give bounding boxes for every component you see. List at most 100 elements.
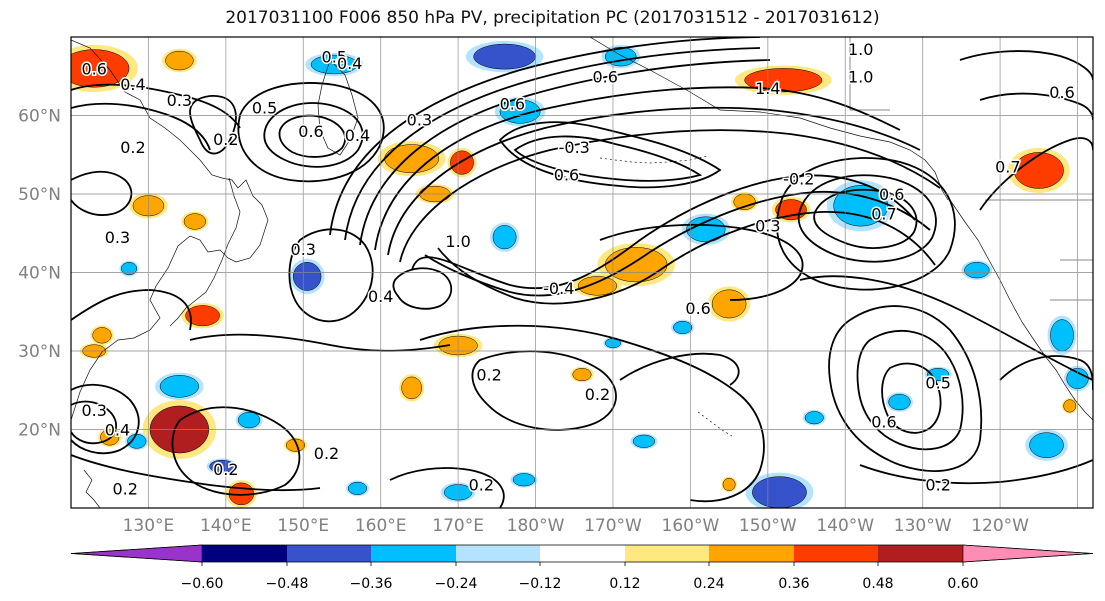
- pv-contour: [959, 50, 1093, 81]
- precip-core: [92, 327, 112, 344]
- contour-label: 0.6: [554, 165, 579, 184]
- precip-negative-region: [345, 480, 370, 497]
- precip-negative-region: [206, 458, 238, 475]
- colorbar-tick-label: −0.36: [350, 576, 393, 592]
- latitude-label: 20°N: [18, 421, 61, 441]
- precip-core: [71, 49, 130, 88]
- pv-contour: [71, 400, 117, 445]
- precipitation-shading: [71, 40, 1092, 508]
- precip-positive-region: [90, 325, 114, 346]
- precip-positive-region: [377, 141, 446, 177]
- contour-label: -0.4: [543, 279, 574, 298]
- contour-label: 0.4: [337, 54, 362, 73]
- precip-core: [632, 434, 656, 448]
- pv-contour: [387, 106, 921, 256]
- pv-contour: [71, 454, 321, 492]
- pv-contour: [881, 362, 942, 434]
- precip-positive-region: [181, 302, 224, 329]
- colorbar-tick-label: −0.48: [266, 576, 309, 592]
- latitude-label: 30°N: [18, 342, 61, 362]
- precip-core: [744, 68, 823, 93]
- colorbar-swatch: [371, 545, 456, 562]
- contour-label: 0.6: [1049, 83, 1074, 102]
- contour-label: 0.2: [476, 366, 501, 385]
- precip-positive-region: [721, 476, 737, 493]
- contour-label: 0.3: [82, 401, 107, 420]
- longitude-label: 170°W: [584, 516, 642, 536]
- pv-contour: [392, 267, 453, 310]
- colorbar-tick-label: 0.24: [693, 576, 724, 592]
- precip-core: [121, 262, 138, 276]
- colorbar: −0.60 −0.48 −0.36 −0.24 −0.12 0.12 0.24 0.36 0.4…: [70, 544, 1094, 592]
- pv-contour: [237, 82, 385, 183]
- colorbar-swatch: [794, 545, 878, 562]
- colorbar-swatch: [540, 545, 625, 562]
- precip-core: [127, 433, 147, 449]
- precip-core: [183, 213, 206, 230]
- pv-contour: [71, 102, 211, 151]
- precip-core: [499, 99, 541, 124]
- contour-label: 0.4: [105, 421, 130, 440]
- contour-label: 1.0: [445, 232, 470, 251]
- pv-contour: [828, 305, 983, 472]
- japan-coastline: [169, 177, 241, 327]
- contour-label: 1.0: [848, 67, 873, 86]
- precip-negative-region: [125, 432, 149, 451]
- precip-core: [209, 459, 235, 473]
- precip-core: [577, 276, 618, 296]
- border-lines: [849, 37, 1093, 301]
- longitude-label: 140°E: [200, 516, 252, 536]
- graticule: [71, 37, 1093, 508]
- contour-label: 0.2: [585, 385, 610, 404]
- north-america-coastline: [949, 199, 1093, 421]
- latitude-label: 40°N: [18, 264, 61, 284]
- precip-positive-region: [570, 366, 594, 383]
- contour-label: 0.3: [105, 228, 130, 247]
- contour-label: 0.5: [322, 48, 347, 67]
- precip-negative-region: [1047, 315, 1077, 355]
- longitude-label: 170°E: [432, 516, 484, 536]
- pv-contour: [411, 174, 916, 290]
- precip-core: [1029, 432, 1064, 459]
- pv-contour: [374, 86, 901, 251]
- longitude-label: 160°E: [355, 516, 407, 536]
- contour-label: 0.6: [871, 413, 896, 432]
- contour-label: 0.7: [871, 205, 896, 224]
- precip-core: [185, 305, 220, 327]
- contour-label: 0.7: [995, 158, 1020, 177]
- colorbar-tick-label: 0.36: [778, 576, 809, 592]
- precip-core: [512, 473, 536, 487]
- precip-core: [833, 185, 889, 227]
- colorbar-tick-label: 0.48: [862, 576, 893, 592]
- precip-negative-region: [510, 471, 538, 488]
- pv-contour: [71, 383, 140, 455]
- precip-negative-region: [802, 409, 826, 426]
- precip-negative-region: [885, 392, 913, 412]
- latitude-label: 50°N: [18, 185, 61, 205]
- pv-contour: [419, 324, 765, 503]
- precip-negative-region: [155, 372, 204, 401]
- precip-positive-region: [71, 44, 138, 92]
- precip-core: [285, 438, 306, 452]
- contour-label: 0.6: [500, 95, 525, 114]
- precip-negative-region: [671, 319, 695, 336]
- precip-positive-region: [1062, 398, 1078, 414]
- precip-core: [686, 216, 726, 243]
- contour-label: 0.6: [298, 122, 323, 141]
- pv-contour: [344, 47, 761, 241]
- longitude-label: 180°W: [507, 516, 565, 536]
- colorbar-tick-label: −0.24: [435, 576, 478, 592]
- precip-positive-region: [161, 48, 197, 73]
- precip-core: [237, 411, 261, 429]
- colorbar-swatch: [287, 545, 371, 562]
- contour-label: 0.3: [167, 91, 192, 110]
- precip-core: [492, 225, 517, 250]
- longitude-label: 140°W: [816, 516, 874, 536]
- contour-label: 0.6: [82, 59, 107, 78]
- colorbar-swatch: [709, 545, 794, 562]
- precip-core: [165, 50, 194, 71]
- longitude-label: 160°W: [662, 516, 720, 536]
- contour-label: 0.2: [469, 475, 494, 494]
